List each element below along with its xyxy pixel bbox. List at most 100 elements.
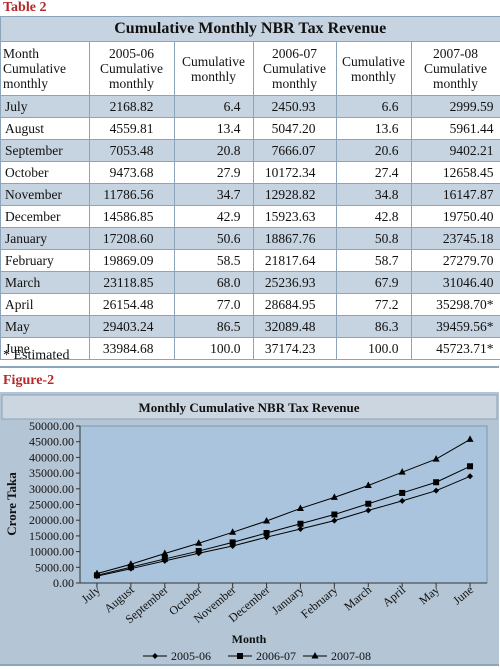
y-axis-label: Crore Taka xyxy=(4,472,19,536)
column-header-line: 2005-06 xyxy=(109,46,154,61)
value-cell: 14586.85 xyxy=(89,205,175,228)
revenue-table: Cumulative Monthly NBR Tax Revenue Month… xyxy=(0,16,500,360)
column-header-line: Cumulative xyxy=(182,53,245,69)
value-cell: 9473.68 xyxy=(89,161,175,184)
series-2006-07 xyxy=(93,463,474,579)
value-cell: 21817.64 xyxy=(253,249,337,272)
column-header-line: monthly xyxy=(108,76,154,91)
value-cell: 6.4 xyxy=(174,95,254,118)
month-cell: May xyxy=(1,315,90,338)
value-cell: 5047.20 xyxy=(253,117,337,140)
value-cell: 27.9 xyxy=(174,161,254,184)
column-header: 2007-08 Cumulative monthly xyxy=(411,41,500,96)
month-cell: September xyxy=(1,139,90,162)
month-cell: February xyxy=(1,249,90,272)
value-cell: 2168.82 xyxy=(89,95,175,118)
value-cell: 13.4 xyxy=(174,117,254,140)
value-cell: 28684.95 xyxy=(253,293,337,316)
value-cell: 13.6 xyxy=(336,117,412,140)
data-point xyxy=(296,504,304,511)
value-cell: 15923.63 xyxy=(253,205,337,228)
table-row: July 2168.82 6.4 2450.93 6.6 2999.59 xyxy=(1,95,500,118)
data-point xyxy=(467,473,474,480)
x-axis-label: Month xyxy=(232,632,267,646)
x-tick-label: May xyxy=(416,583,442,608)
value-cell: 23745.18 xyxy=(411,227,500,250)
data-point xyxy=(364,481,372,489)
value-cell: 4559.81 xyxy=(89,117,175,140)
value-cell: 9402.21 xyxy=(411,139,500,162)
legend-marker xyxy=(237,653,243,659)
column-header-line: Cumulative xyxy=(342,53,405,69)
value-cell: 33984.68 xyxy=(89,337,175,360)
table-row: March 23118.85 68.0 25236.93 67.9 31046.40 xyxy=(1,271,500,294)
data-point xyxy=(195,539,203,546)
value-cell: 20.8 xyxy=(174,139,254,162)
value-cell: 27.4 xyxy=(336,161,412,184)
data-point xyxy=(432,455,440,462)
data-point xyxy=(161,549,169,556)
x-axis: JulyAugustSeptemberOctoberNovemberDecemb… xyxy=(79,582,487,626)
data-point xyxy=(229,539,236,546)
data-point xyxy=(467,463,474,470)
data-point xyxy=(398,468,406,475)
value-cell: 77.2 xyxy=(336,293,412,316)
value-cell: 7053.48 xyxy=(89,139,175,162)
line-chart: Monthly Cumulative NBR Tax Revenue 0.00 5… xyxy=(1,394,498,663)
table-row: February 19869.09 58.5 21817.64 58.7 27279.70 xyxy=(1,249,500,272)
table-row: October 9473.68 27.9 10172.34 27.4 12658.45 xyxy=(1,161,500,184)
series-layer xyxy=(93,435,474,580)
value-cell: 39459.56* xyxy=(411,315,500,338)
y-tick-label: 20000.00 xyxy=(29,513,74,527)
y-tick-label: 10000.00 xyxy=(29,545,74,559)
chart-panel: Monthly Cumulative NBR Tax Revenue 0.00 5… xyxy=(0,392,499,664)
column-header-line: 2007-08 xyxy=(433,46,478,61)
value-cell: 11786.56 xyxy=(89,183,175,206)
value-cell: 19869.09 xyxy=(89,249,175,272)
data-point xyxy=(433,479,440,486)
table-body: July 2168.82 6.4 2450.93 6.6 2999.59 August 455… xyxy=(1,95,500,360)
value-cell: 50.6 xyxy=(174,227,254,250)
table-row: January 17208.60 50.6 18867.76 50.8 23745.18 xyxy=(1,227,500,250)
y-tick-label: 15000.00 xyxy=(29,529,74,543)
column-header: 2005-06 Cumulative monthly xyxy=(89,41,175,96)
data-point xyxy=(195,548,202,555)
data-point xyxy=(466,435,474,442)
column-header-line: monthly xyxy=(271,76,317,91)
value-cell: 35298.70* xyxy=(411,293,500,316)
value-cell: 100.0 xyxy=(336,337,412,360)
value-cell: 26154.48 xyxy=(89,293,175,316)
month-cell: March xyxy=(1,271,90,294)
legend-item: 2005-06 xyxy=(143,649,211,663)
table-title: Cumulative Monthly NBR Tax Revenue xyxy=(1,17,500,42)
legend-item: 2006-07 xyxy=(228,649,296,663)
value-cell: 77.0 xyxy=(174,293,254,316)
series-line xyxy=(96,475,471,577)
column-header-line: Cumulative xyxy=(100,61,163,76)
column-header-line: Cumulative xyxy=(424,61,487,76)
value-cell: 37174.23 xyxy=(253,337,337,360)
series-line xyxy=(96,438,471,575)
table-row: June 33984.68 100.0 37174.23 100.0 45723.71* xyxy=(1,337,500,360)
column-header-line: monthly xyxy=(432,76,478,91)
value-cell: 29403.24 xyxy=(89,315,175,338)
value-cell: 17208.60 xyxy=(89,227,175,250)
data-point xyxy=(365,500,372,507)
series-2007-08 xyxy=(93,435,474,577)
month-cell: December xyxy=(1,205,90,228)
month-cell: August xyxy=(1,117,90,140)
value-cell: 6.6 xyxy=(336,95,412,118)
value-cell: 86.3 xyxy=(336,315,412,338)
value-cell: 34.7 xyxy=(174,183,254,206)
revenue-table-grid: Cumulative Monthly NBR Tax Revenue Month… xyxy=(1,17,500,360)
data-point xyxy=(297,520,304,527)
value-cell: 10172.34 xyxy=(253,161,337,184)
column-header: Cumulative monthly xyxy=(336,41,412,96)
value-cell: 100.0 xyxy=(174,337,254,360)
data-point xyxy=(229,528,237,535)
legend-marker xyxy=(311,652,319,659)
legend-label: 2005-06 xyxy=(171,649,211,663)
y-tick-label: 50000.00 xyxy=(29,419,74,433)
y-tick-label: 45000.00 xyxy=(29,435,74,449)
data-point xyxy=(330,493,338,500)
